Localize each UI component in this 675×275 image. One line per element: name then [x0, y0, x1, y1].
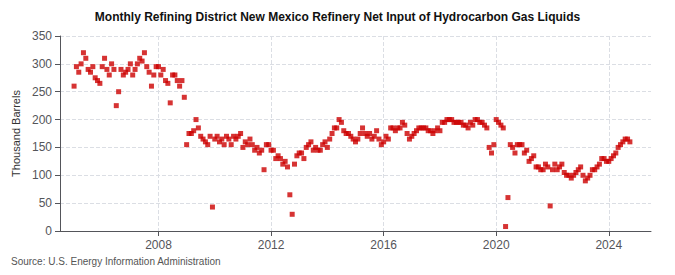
- svg-text:Source: U.S. Energy Informatio: Source: U.S. Energy Information Administ…: [11, 256, 221, 267]
- svg-text:300: 300: [32, 57, 52, 71]
- svg-text:Thousand Barrels: Thousand Barrels: [10, 90, 22, 177]
- svg-text:2008: 2008: [145, 238, 172, 252]
- svg-text:200: 200: [32, 113, 52, 127]
- svg-text:150: 150: [32, 140, 52, 154]
- svg-text:2020: 2020: [483, 238, 510, 252]
- svg-text:2016: 2016: [370, 238, 397, 252]
- svg-text:100: 100: [32, 168, 52, 182]
- svg-text:0: 0: [45, 224, 52, 238]
- svg-text:50: 50: [39, 196, 53, 210]
- svg-text:350: 350: [32, 29, 52, 43]
- svg-text:2024: 2024: [595, 238, 622, 252]
- svg-text:250: 250: [32, 85, 52, 99]
- svg-text:Monthly Refining District New: Monthly Refining District New Mexico Ref…: [95, 10, 581, 24]
- svg-text:2012: 2012: [258, 238, 285, 252]
